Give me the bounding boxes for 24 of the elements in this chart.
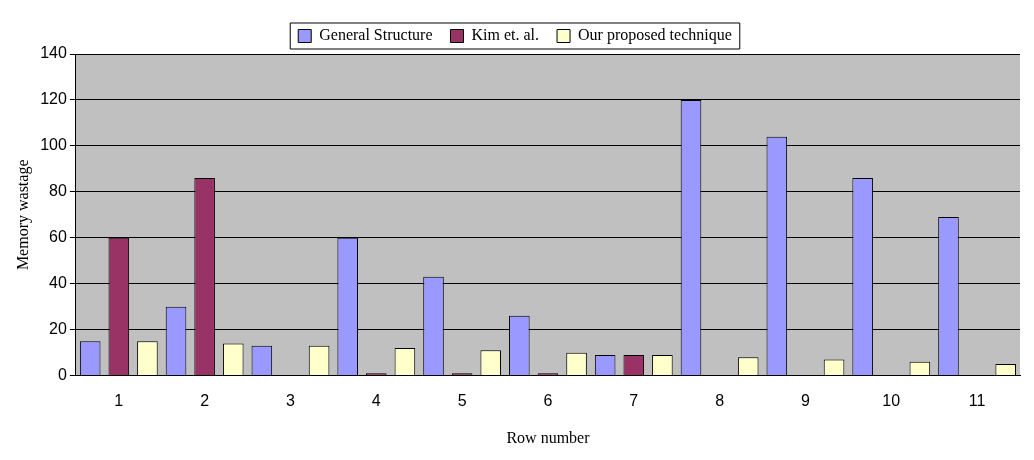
legend-label: Our proposed technique	[578, 26, 732, 45]
legend-label: Kim et. al.	[471, 26, 540, 44]
x-tick-label: 1	[114, 391, 124, 409]
y-axis-title: Memory wastage	[13, 159, 32, 271]
x-tick-label: 8	[715, 391, 725, 409]
x-tick-label: 10	[882, 391, 901, 409]
legend-label: General Structure	[319, 26, 433, 44]
x-axis-title: Row number	[506, 428, 591, 446]
y-tick-label: 100	[40, 136, 67, 154]
y-tick-label: 20	[49, 320, 67, 338]
y-tick-label: 40	[49, 274, 67, 292]
x-tick-label: 11	[968, 391, 986, 409]
x-tick-label: 5	[457, 391, 467, 409]
y-tick-label: 120	[40, 90, 67, 108]
y-tick-label: 0	[57, 366, 67, 384]
y-tick-label: 60	[49, 228, 67, 246]
x-tick-label: 9	[800, 391, 810, 409]
x-tick-label: 7	[629, 391, 639, 409]
x-tick-label: 2	[200, 391, 210, 409]
y-tick-label: 80	[49, 182, 67, 200]
x-tick-label: 3	[286, 391, 296, 409]
x-tick-label: 4	[371, 391, 381, 409]
x-tick-label: 6	[543, 391, 553, 409]
y-tick-label: 140	[40, 44, 67, 62]
